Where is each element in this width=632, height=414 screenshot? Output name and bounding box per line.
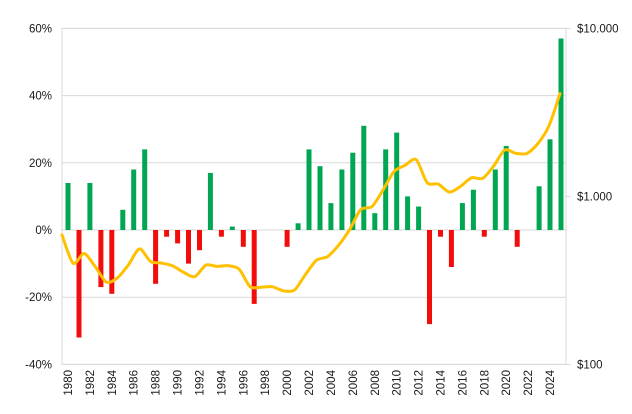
x-axis-label-2018: 2018 (479, 370, 491, 396)
x-axis-label-1996: 1996 (238, 370, 250, 396)
bar-1993 (207, 172, 213, 230)
y-right-label-$1.000: $1.000 (577, 191, 612, 203)
bar-1980 (65, 183, 71, 230)
bar-2001 (295, 223, 301, 230)
x-axis-label-1994: 1994 (216, 369, 228, 395)
bar-2014 (438, 230, 443, 237)
x-axis-label-1982: 1982 (85, 370, 97, 396)
bar-2000 (284, 230, 290, 247)
x-axis-label-1984: 1984 (107, 369, 119, 395)
bar-2018 (481, 230, 487, 237)
bar-1986 (131, 169, 137, 230)
x-axis-label-2000: 2000 (282, 370, 294, 396)
plot-border (61, 27, 567, 365)
price-line (60, 92, 562, 293)
bar-1991 (186, 230, 191, 264)
y-left-label-60%: 60% (29, 23, 52, 35)
x-axis-label-1980: 1980 (63, 370, 75, 396)
x-axis-label-2010: 2010 (392, 370, 404, 396)
bar-2025 (558, 38, 564, 230)
bar-2007 (361, 125, 367, 230)
bar-2011 (405, 196, 411, 230)
bar-1997 (251, 230, 257, 304)
bar-1984 (109, 230, 115, 294)
x-axis-label-2004: 2004 (326, 369, 338, 395)
bar-1989 (164, 230, 170, 237)
bar-1981 (76, 230, 82, 338)
x-axis-label-2012: 2012 (414, 370, 426, 396)
bar-2013 (427, 230, 432, 325)
bar-1987 (142, 149, 148, 230)
bar-2023 (536, 186, 542, 230)
x-axis-label-1992: 1992 (194, 370, 206, 396)
x-axis-label-2008: 2008 (370, 370, 382, 396)
bar-2006 (350, 152, 356, 230)
y-left-label-40%: 40% (29, 91, 52, 103)
bar-1983 (98, 230, 104, 288)
y-right-label-$100: $100 (577, 359, 603, 371)
bar-1995 (229, 226, 235, 230)
x-axis-label-2016: 2016 (457, 370, 469, 396)
y-right-label-$10.000: $10.000 (577, 23, 619, 35)
bar-2004 (328, 203, 334, 230)
bar-1988 (153, 230, 159, 284)
bar-2005 (339, 169, 345, 230)
bar-2020 (503, 146, 509, 230)
bar-2010 (394, 132, 400, 230)
bar-2019 (492, 169, 498, 230)
x-axis-label-2006: 2006 (348, 370, 360, 396)
bar-2016 (459, 203, 465, 230)
bar-2003 (317, 166, 323, 230)
x-axis-label-2024: 2024 (545, 369, 557, 395)
bar-2008 (372, 213, 378, 230)
bar-2015 (448, 230, 454, 267)
bar-1996 (240, 230, 246, 247)
x-axis-label-2022: 2022 (523, 370, 535, 396)
y-left-label-0%: 0% (35, 225, 52, 237)
x-axis-label-1990: 1990 (173, 370, 185, 396)
bar-2017 (470, 189, 476, 230)
bar-2002 (306, 149, 312, 230)
bar-2024 (547, 139, 553, 230)
y-left-label--20%: -20% (25, 292, 52, 304)
bar-1990 (175, 230, 181, 244)
bar-1985 (120, 209, 126, 230)
x-axis-label-2014: 2014 (435, 369, 447, 395)
bar-2009 (383, 149, 389, 230)
bar-1992 (197, 230, 202, 251)
bar-1982 (87, 183, 93, 230)
x-axis-label-1998: 1998 (260, 370, 272, 396)
x-axis-label-1986: 1986 (129, 370, 141, 396)
x-axis-label-2002: 2002 (304, 370, 316, 396)
bar-1994 (218, 230, 224, 237)
y-left-label--40%: -40% (25, 359, 52, 371)
y-left-label-20%: 20% (29, 158, 52, 170)
bar-2012 (416, 206, 422, 230)
bar-2021 (514, 230, 520, 247)
x-axis-label-1988: 1988 (151, 370, 163, 396)
x-axis-label-2020: 2020 (501, 370, 513, 396)
